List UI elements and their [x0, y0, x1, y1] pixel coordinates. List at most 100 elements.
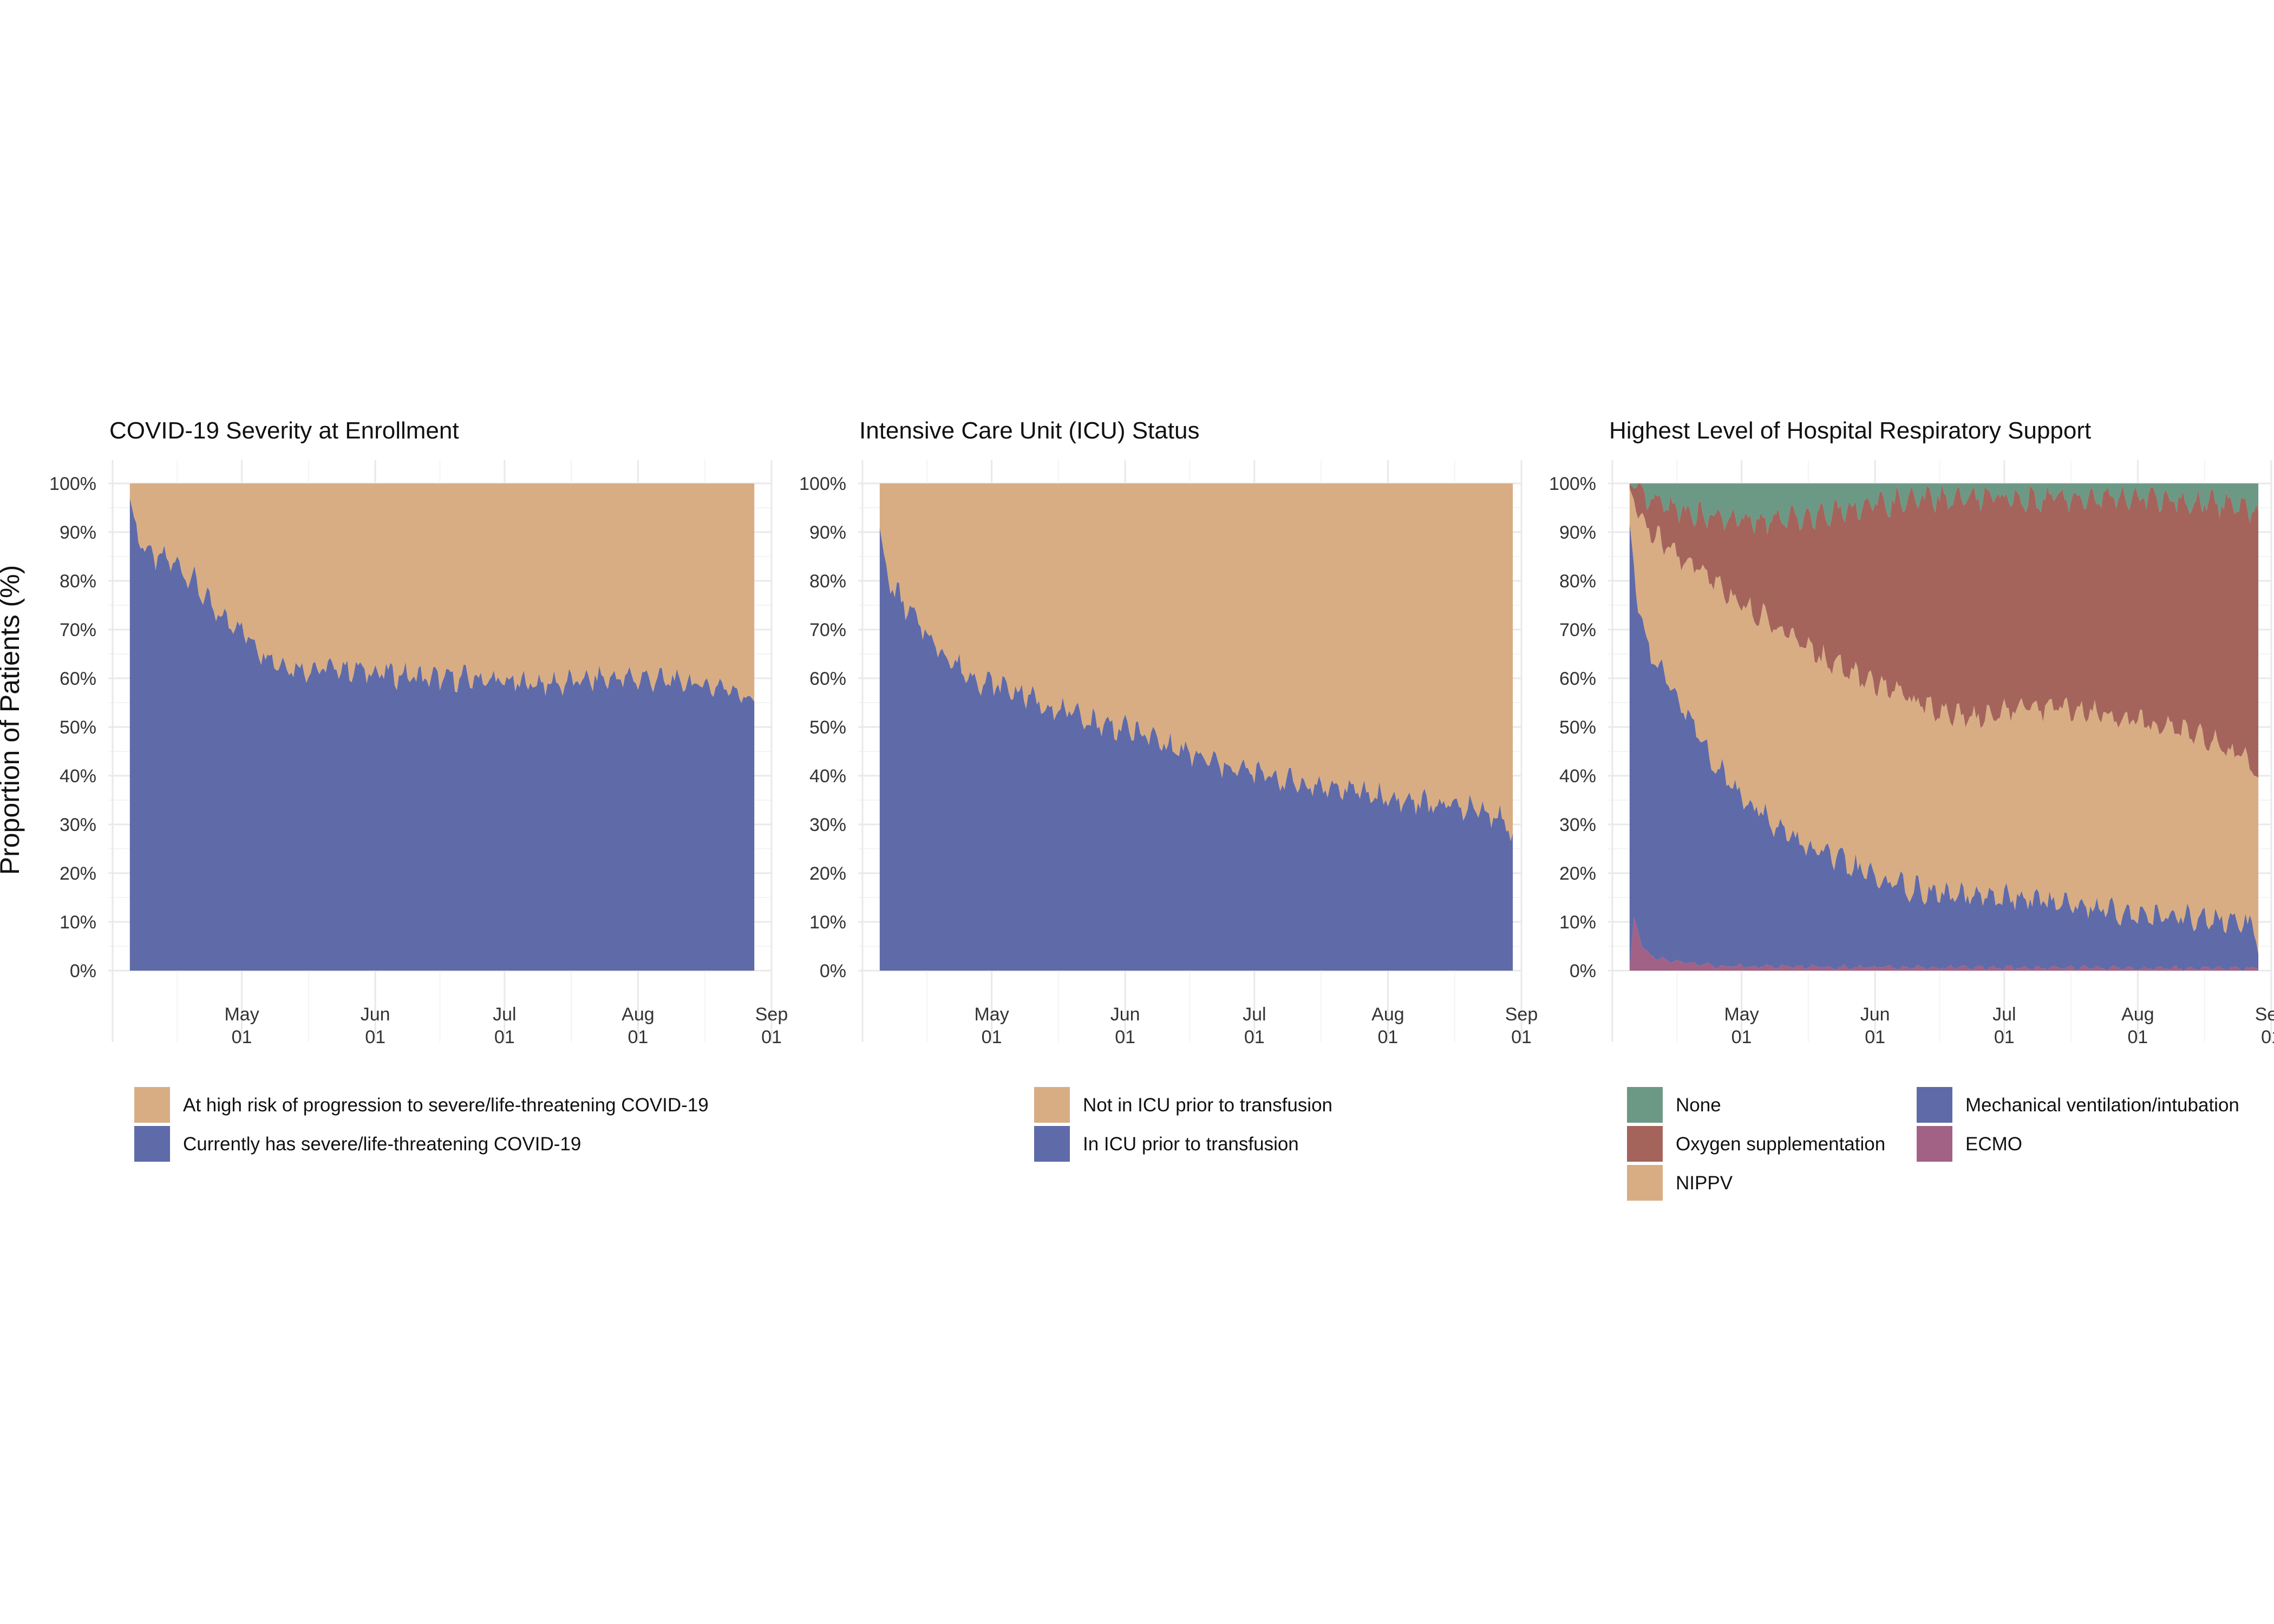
panel-covid-severity: COVID-19 Severity at Enrollment 0% 10% 20% 3…	[49, 417, 788, 1162]
y-tick-label: 0%	[70, 961, 96, 981]
y-tick-label: 10%	[60, 912, 96, 933]
legend-swatch	[1627, 1087, 1663, 1123]
legend-label: Not in ICU prior to transfusion	[1083, 1095, 1332, 1116]
y-tick-label: 30%	[60, 815, 96, 835]
y-tick-label: 60%	[809, 669, 846, 689]
y-tick-label: 20%	[1559, 863, 1596, 884]
x-tick-label: Jun 01	[1860, 1004, 1890, 1047]
legend-item: ECMO	[1917, 1126, 2022, 1162]
y-tick-label: 20%	[809, 863, 846, 884]
y-tick-label: 60%	[60, 669, 96, 689]
area-ecmo	[1629, 917, 2259, 971]
panel-respiratory-support: Highest Level of Hospital Respiratory Su…	[1549, 417, 2274, 1201]
x-tick-label: May 01	[1724, 1004, 1759, 1047]
legend-label: None	[1676, 1095, 1721, 1116]
legend-swatch	[1034, 1126, 1070, 1162]
area-not-in-icu-prior-to-transfusion	[879, 483, 1513, 841]
y-tick-labels: 0% 10% 20% 30% 40% 50% 60% 70% 80% 90% 100%	[49, 474, 96, 981]
legend-item: In ICU prior to transfusion	[1034, 1126, 1299, 1162]
y-tick-label: 0%	[1570, 961, 1596, 981]
y-tick-label: 80%	[809, 571, 846, 592]
area-none	[1629, 483, 2259, 535]
shared-y-axis-label: Proportion of Patients (%)	[0, 565, 25, 875]
area-nippv	[1629, 488, 2259, 954]
x-tick-label: May 01	[974, 1004, 1009, 1047]
legend: None Oxygen supplementation NIPPV Mechanica…	[1627, 1087, 2239, 1201]
area-mechanical-ventilation-intubation	[1629, 522, 2259, 971]
y-tick-label: 70%	[809, 620, 846, 640]
x-tick-label: Jun 01	[361, 1004, 390, 1047]
area-layers	[1629, 483, 2259, 971]
legend: Not in ICU prior to transfusion In ICU pr…	[1034, 1087, 1332, 1162]
x-tick-label: Jul 01	[493, 1004, 516, 1047]
area-layers	[879, 483, 1513, 971]
legend: At high risk of progression to severe/li…	[134, 1087, 709, 1162]
legend-label: Currently has severe/life-threatening CO…	[183, 1134, 581, 1155]
area-at-high-risk-of-progression-to-severe-life-threatening-covid-19	[129, 483, 755, 703]
y-tick-label: 20%	[60, 863, 96, 884]
x-tick-label: Jun 01	[1110, 1004, 1140, 1047]
panel-title: Highest Level of Hospital Respiratory Su…	[1609, 417, 2091, 444]
legend-item: Not in ICU prior to transfusion	[1034, 1087, 1332, 1123]
y-tick-label: 10%	[1559, 912, 1596, 933]
legend-swatch	[1034, 1087, 1070, 1123]
legend-label: Oxygen supplementation	[1676, 1134, 1885, 1155]
legend-swatch	[134, 1126, 170, 1162]
y-tick-label: 50%	[809, 717, 846, 738]
y-tick-label: 50%	[1559, 717, 1596, 738]
legend-swatch	[1627, 1126, 1663, 1162]
y-tick-labels: 0% 10% 20% 30% 40% 50% 60% 70% 80% 90% 100%	[1549, 474, 1596, 981]
legend-label: In ICU prior to transfusion	[1083, 1134, 1299, 1155]
x-tick-label: Jul 01	[1243, 1004, 1266, 1047]
legend-item: Currently has severe/life-threatening CO…	[134, 1126, 581, 1162]
panel-title: Intensive Care Unit (ICU) Status	[859, 417, 1199, 444]
y-tick-label: 50%	[60, 717, 96, 738]
legend-swatch	[1917, 1087, 1952, 1123]
y-tick-label: 80%	[60, 571, 96, 592]
area-currently-has-severe-life-threatening-covid-19	[129, 498, 755, 971]
legend-item: Oxygen supplementation	[1627, 1126, 1885, 1162]
legend-swatch	[1627, 1165, 1663, 1201]
x-tick-label: Aug 01	[622, 1004, 655, 1047]
legend-item: None	[1627, 1087, 1721, 1123]
y-tick-label: 100%	[799, 474, 846, 494]
y-tick-labels: 0% 10% 20% 30% 40% 50% 60% 70% 80% 90% 100%	[799, 474, 846, 981]
y-tick-label: 90%	[60, 522, 96, 543]
y-tick-label: 30%	[809, 815, 846, 835]
legend-label: ECMO	[1965, 1134, 2022, 1155]
panel-icu-status: Intensive Care Unit (ICU) Status 0% 10% 20%…	[799, 417, 1538, 1162]
y-tick-label: 0%	[820, 961, 846, 981]
area-layers	[129, 483, 755, 971]
legend-item: Mechanical ventilation/intubation	[1917, 1087, 2239, 1123]
y-tick-label: 10%	[809, 912, 846, 933]
x-tick-label: Jul 01	[1992, 1004, 2016, 1047]
y-tick-label: 60%	[1559, 669, 1596, 689]
y-tick-label: 40%	[809, 766, 846, 787]
legend-item: NIPPV	[1627, 1165, 1733, 1201]
panel-title: COVID-19 Severity at Enrollment	[109, 417, 459, 444]
area-oxygen-supplementation	[1629, 483, 2259, 778]
legend-swatch	[1917, 1126, 1952, 1162]
legend-label: At high risk of progression to severe/li…	[183, 1095, 709, 1116]
y-tick-label: 70%	[60, 620, 96, 640]
y-tick-label: 90%	[1559, 522, 1596, 543]
y-tick-label: 100%	[49, 474, 96, 494]
y-tick-label: 100%	[1549, 474, 1596, 494]
x-tick-label: Aug 01	[1371, 1004, 1404, 1047]
y-tick-label: 40%	[60, 766, 96, 787]
y-tick-label: 70%	[1559, 620, 1596, 640]
area-in-icu-prior-to-transfusion	[879, 527, 1513, 971]
x-tick-label: May 01	[224, 1004, 259, 1047]
legend-swatch	[134, 1087, 170, 1123]
legend-item: At high risk of progression to severe/li…	[134, 1087, 709, 1123]
legend-label: NIPPV	[1676, 1173, 1733, 1194]
x-tick-label: Aug 01	[2121, 1004, 2154, 1047]
y-tick-label: 80%	[1559, 571, 1596, 592]
y-tick-label: 40%	[1559, 766, 1596, 787]
